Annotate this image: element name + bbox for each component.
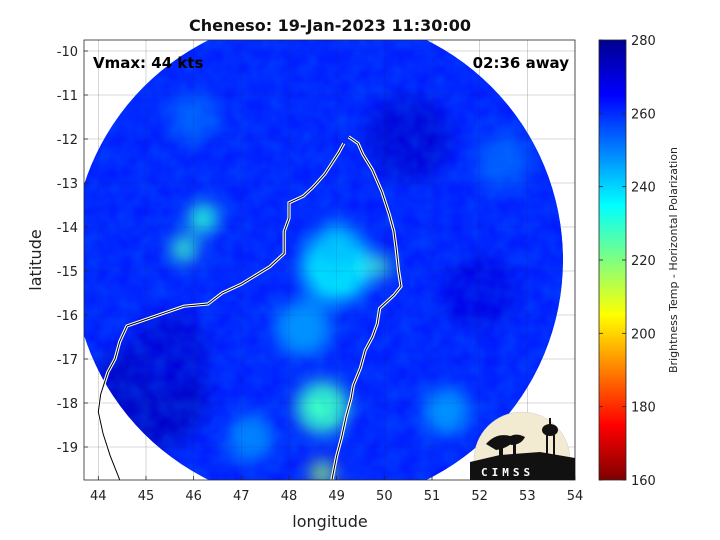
y-axis-ticks: -10 -11 -12 -13 -14 -15 -16 -17 -18 -19 xyxy=(57,45,88,456)
x-tick-label: 50 xyxy=(376,489,393,504)
swath-texture xyxy=(84,40,564,480)
x-tick-label: 47 xyxy=(233,489,250,504)
time-away-annotation: 02:36 away xyxy=(473,54,570,72)
y-tick-label: -17 xyxy=(57,353,78,368)
colorbar-ticks: 280 260 240 220 200 180 160 xyxy=(599,34,656,489)
colorbar-tick-label: 220 xyxy=(631,254,656,269)
y-tick-label: -18 xyxy=(57,397,78,412)
y-tick-label: -11 xyxy=(57,89,78,104)
y-tick-label: -19 xyxy=(57,441,78,456)
y-tick-label: -12 xyxy=(57,133,78,148)
cimss-logo: CIMSS xyxy=(470,411,575,480)
x-tick-label: 51 xyxy=(424,489,441,504)
colorbar xyxy=(598,39,627,481)
y-tick-label: -15 xyxy=(57,265,78,280)
coastline-west-outline xyxy=(97,143,345,480)
y-tick-label: -13 xyxy=(57,177,78,192)
y-axis-label: latitude xyxy=(26,229,45,290)
colorbar-tick-label: 260 xyxy=(631,107,656,122)
x-axis-label: longitude xyxy=(292,512,367,531)
x-tick-label: 46 xyxy=(185,489,202,504)
logo-dish-icon xyxy=(486,434,525,457)
coastline-madagascar-outline xyxy=(331,136,402,480)
plot-frame xyxy=(83,39,576,481)
colorbar-tick-label: 160 xyxy=(631,474,656,489)
x-axis-ticks: 44 45 46 47 48 49 50 51 52 53 54 xyxy=(90,476,583,504)
chart-title: Cheneso: 19-Jan-2023 11:30:00 xyxy=(189,16,471,35)
y-tick-label: -10 xyxy=(57,45,78,60)
x-tick-label: 49 xyxy=(328,489,345,504)
x-tick-label: 52 xyxy=(471,489,488,504)
colorbar-tick-label: 280 xyxy=(631,34,656,49)
x-tick-label: 44 xyxy=(90,489,107,504)
y-tick-label: -16 xyxy=(57,309,78,324)
logo-water-tower-icon xyxy=(542,418,558,460)
brightness-temp-swath xyxy=(84,40,564,480)
x-tick-label: 53 xyxy=(519,489,536,504)
colorbar-label: Brightness Temp - Horizontal Polarizatio… xyxy=(667,147,680,373)
y-tick-label: -14 xyxy=(57,221,78,236)
colorbar-tick-label: 200 xyxy=(631,327,656,342)
grid-lines-overlay xyxy=(84,40,575,480)
x-tick-label: 48 xyxy=(281,489,298,504)
vmax-annotation: Vmax: 44 kts xyxy=(93,54,203,72)
x-tick-label: 54 xyxy=(567,489,584,504)
colorbar-tick-label: 180 xyxy=(631,401,656,416)
colorbar-tick-label: 240 xyxy=(631,181,656,196)
x-tick-label: 45 xyxy=(138,489,155,504)
logo-text: CIMSS xyxy=(481,466,534,479)
logo-building xyxy=(470,452,575,480)
